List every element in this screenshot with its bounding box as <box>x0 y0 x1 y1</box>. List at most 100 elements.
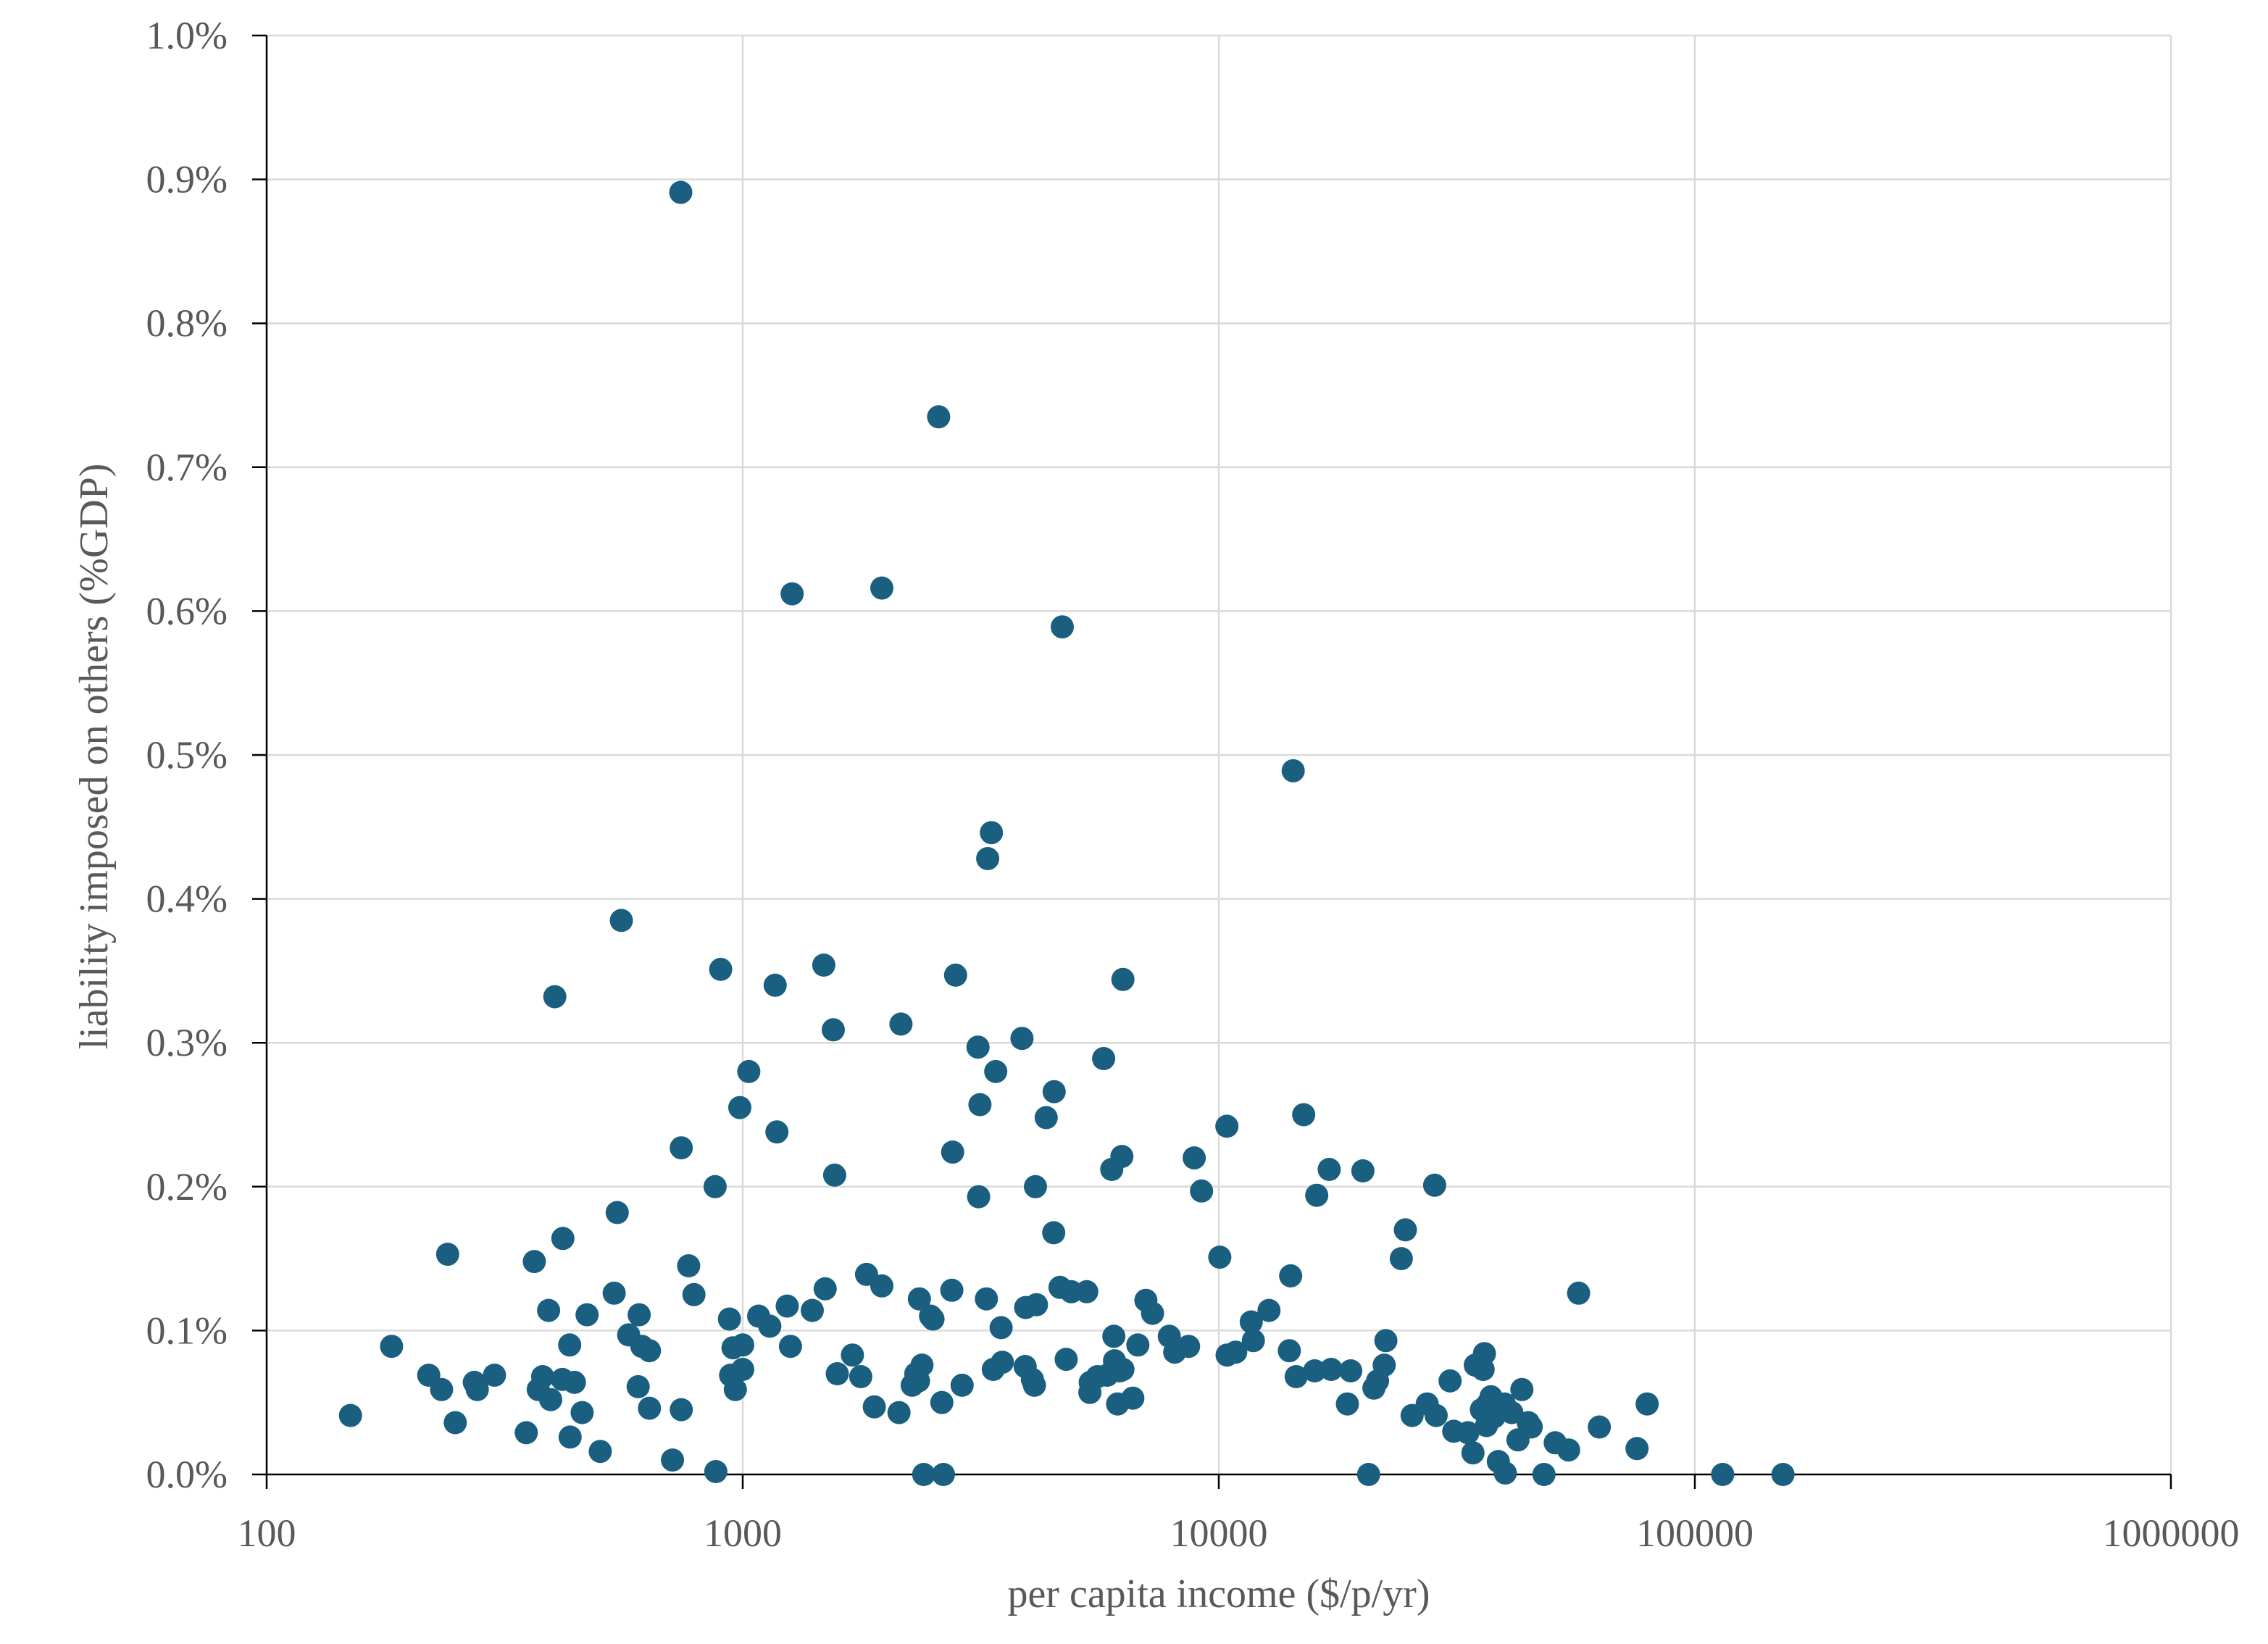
data-point <box>1281 759 1305 783</box>
axes <box>252 34 2172 1489</box>
data-point <box>1625 1437 1649 1461</box>
data-point <box>626 1374 650 1398</box>
data-point <box>1366 1369 1390 1393</box>
data-points <box>338 180 1795 1486</box>
data-point <box>1493 1461 1517 1485</box>
data-point <box>731 1333 754 1357</box>
data-point <box>1208 1245 1232 1269</box>
data-point <box>1215 1114 1239 1138</box>
data-point <box>758 1314 782 1338</box>
y-tick-label: 0.8% <box>146 301 228 345</box>
data-point <box>1506 1428 1530 1452</box>
y-tick-label: 0.9% <box>146 158 228 201</box>
data-point <box>763 973 787 997</box>
data-point <box>1257 1298 1281 1322</box>
data-point <box>551 1227 575 1251</box>
x-axis-title: per capita income ($/p/yr) <box>1007 1572 1430 1616</box>
data-point <box>1054 1348 1078 1372</box>
data-point <box>889 1012 913 1036</box>
data-point <box>1532 1463 1556 1486</box>
data-point <box>1356 1463 1380 1486</box>
data-point <box>1438 1369 1462 1393</box>
data-point <box>1277 1339 1301 1363</box>
data-point <box>1190 1179 1214 1203</box>
data-point <box>1224 1340 1248 1364</box>
data-point <box>514 1421 538 1445</box>
data-point <box>570 1401 594 1424</box>
data-point <box>1471 1358 1495 1381</box>
data-point <box>984 1059 1008 1083</box>
data-point <box>537 1298 561 1322</box>
data-point <box>677 1254 701 1277</box>
y-tick-label: 0.5% <box>146 733 228 777</box>
data-point <box>558 1333 582 1357</box>
x-tick-label: 10000 <box>1170 1511 1268 1555</box>
data-point <box>1389 1247 1413 1271</box>
data-point <box>1393 1218 1417 1242</box>
data-point <box>822 1163 846 1187</box>
data-point <box>638 1339 662 1363</box>
y-tick-label: 0.4% <box>146 877 228 921</box>
y-tick-label: 0.0% <box>146 1453 228 1496</box>
data-point <box>778 1335 802 1359</box>
data-point <box>870 576 893 600</box>
data-point <box>1711 1463 1735 1486</box>
data-point <box>1022 1373 1046 1397</box>
data-point <box>628 1303 651 1327</box>
data-point <box>1588 1415 1612 1439</box>
data-point <box>588 1440 612 1464</box>
data-point <box>941 1140 964 1164</box>
y-axis-title: liability imposed on others (%GDP) <box>72 464 117 1050</box>
data-point <box>980 821 1004 845</box>
data-point <box>1335 1392 1359 1416</box>
y-tick-label: 0.3% <box>146 1021 228 1064</box>
data-point <box>967 1185 991 1209</box>
y-tick-labels: 0.0% 0.1% 0.2% 0.3% 0.4% 0.5% 0.6% 0.7% 0.8% 0.9%… <box>146 14 228 1496</box>
data-point <box>661 1448 685 1472</box>
data-point <box>1279 1264 1303 1288</box>
y-tick-label: 0.6% <box>146 589 228 633</box>
data-point <box>1042 1080 1066 1103</box>
data-point <box>1183 1146 1206 1170</box>
data-point <box>669 180 693 204</box>
data-point <box>703 1174 727 1198</box>
data-point <box>825 1362 849 1385</box>
data-point <box>1102 1324 1126 1348</box>
data-point <box>670 1398 693 1422</box>
data-point <box>862 1395 886 1419</box>
data-point <box>562 1370 586 1394</box>
data-point <box>1100 1158 1124 1181</box>
data-point <box>1177 1335 1201 1359</box>
data-point <box>1034 1106 1058 1130</box>
data-point <box>1510 1377 1534 1401</box>
data-point <box>380 1335 404 1359</box>
data-point <box>1141 1301 1164 1325</box>
data-point <box>976 847 1000 870</box>
data-point <box>1771 1463 1795 1486</box>
data-point <box>575 1303 599 1327</box>
data-point <box>717 1307 741 1331</box>
data-point <box>950 1373 974 1397</box>
data-point <box>465 1377 489 1401</box>
data-point <box>775 1294 799 1318</box>
data-point <box>1241 1329 1265 1353</box>
y-tick-label: 0.7% <box>146 446 228 489</box>
data-point <box>605 1201 629 1224</box>
data-point <box>1351 1159 1375 1182</box>
data-point <box>968 1093 992 1117</box>
x-tick-labels: 100 1000 10000 100000 1000000 <box>238 1511 2240 1555</box>
data-point <box>539 1388 562 1411</box>
data-point <box>780 582 804 606</box>
data-point <box>709 957 733 981</box>
data-point <box>912 1463 935 1486</box>
data-point <box>1461 1441 1485 1465</box>
data-point <box>1567 1281 1590 1305</box>
data-point <box>1284 1365 1308 1388</box>
data-point <box>1317 1158 1341 1181</box>
data-point <box>1425 1403 1448 1427</box>
y-tick-label: 1.0% <box>146 14 228 57</box>
data-point <box>670 1136 693 1160</box>
data-point <box>812 954 835 977</box>
data-point <box>1319 1358 1343 1381</box>
data-point <box>1475 1414 1498 1438</box>
